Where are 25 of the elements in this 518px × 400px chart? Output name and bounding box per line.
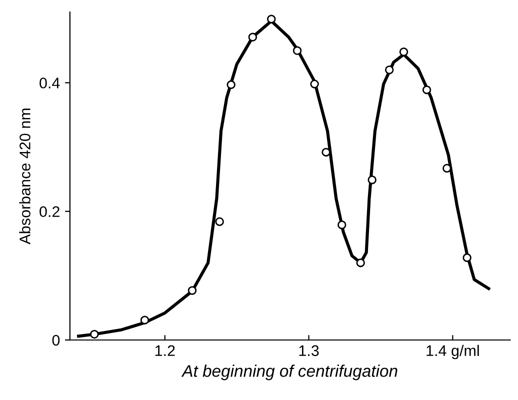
x-axis-title: At beginning of centrifugation bbox=[181, 364, 398, 380]
point bbox=[384, 66, 394, 74]
point bbox=[267, 14, 276, 24]
point bbox=[310, 80, 319, 88]
point bbox=[215, 217, 224, 226]
y-tick-label: 0.2 bbox=[40, 206, 60, 218]
point bbox=[399, 48, 408, 56]
point bbox=[338, 220, 346, 230]
x-tick-label: 1.2 bbox=[155, 345, 175, 356]
point bbox=[368, 175, 376, 184]
y-tick-label: 0.4 bbox=[40, 78, 60, 88]
point bbox=[422, 85, 432, 94]
point bbox=[292, 46, 302, 55]
point bbox=[248, 32, 258, 42]
point bbox=[188, 286, 197, 295]
point bbox=[226, 80, 236, 90]
point bbox=[322, 148, 330, 157]
point bbox=[356, 258, 365, 268]
point bbox=[90, 330, 99, 339]
point bbox=[140, 316, 150, 324]
y-tick-label: 0 bbox=[52, 334, 60, 346]
x-tick-label: 1.4 g/ml bbox=[426, 344, 479, 360]
y-axis-title: Absorbance 420 nm bbox=[19, 108, 30, 244]
point bbox=[462, 253, 472, 262]
x-tick-label: 1.3 bbox=[299, 345, 319, 356]
